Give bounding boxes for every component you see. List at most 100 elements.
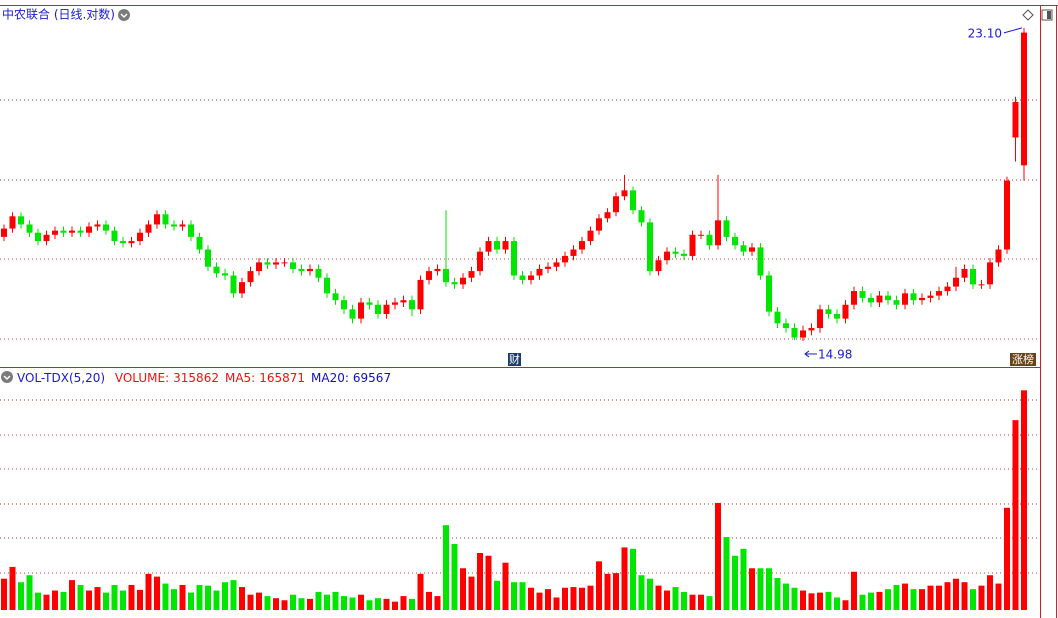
volume-bar bbox=[409, 598, 415, 610]
candle-body bbox=[859, 291, 866, 298]
volume-bar bbox=[1, 578, 7, 610]
candle-body bbox=[205, 249, 211, 267]
volume-bar bbox=[1004, 507, 1010, 610]
candle-body bbox=[120, 241, 126, 244]
candle-body bbox=[443, 268, 449, 283]
volume-bar bbox=[995, 583, 1002, 610]
volume-bar bbox=[392, 601, 398, 610]
volume-bar bbox=[893, 584, 900, 610]
candle-body bbox=[749, 247, 755, 252]
volume-legend: VOL-TDX(5,20) VOLUME: 315862 MA5: 165871 MA2… bbox=[17, 371, 391, 385]
candle-body bbox=[196, 236, 203, 250]
volume-bar bbox=[222, 582, 228, 610]
candle-body bbox=[9, 216, 16, 229]
candle-body bbox=[698, 234, 704, 236]
volume-bar bbox=[43, 594, 50, 610]
volume-bar bbox=[341, 596, 347, 610]
volume-bar bbox=[400, 596, 407, 610]
volume-bar bbox=[145, 573, 152, 610]
readout-value: 69567 bbox=[353, 371, 391, 385]
candle-body bbox=[791, 328, 798, 338]
volume-bar bbox=[358, 594, 364, 610]
volume-bar bbox=[1021, 390, 1027, 610]
diamond-icon[interactable] bbox=[1022, 9, 1034, 21]
candle-body bbox=[995, 249, 1002, 263]
badge-zhangbang[interactable]: 涨榜 bbox=[1010, 352, 1036, 366]
volume-menu[interactable] bbox=[1, 371, 13, 383]
candle-body bbox=[366, 302, 373, 305]
candle-body bbox=[1021, 32, 1027, 166]
candle-body bbox=[502, 241, 509, 250]
candle-body bbox=[587, 230, 594, 242]
volume-bar bbox=[953, 578, 959, 610]
candle-body bbox=[468, 271, 475, 278]
candle-body bbox=[936, 291, 942, 296]
candle-body bbox=[26, 224, 33, 233]
candle-body bbox=[910, 293, 917, 301]
min-arrowhead bbox=[804, 350, 810, 358]
volume-bar bbox=[349, 597, 356, 610]
volume-bar bbox=[256, 592, 262, 610]
candle-body bbox=[315, 268, 322, 278]
badge-text: 涨榜 bbox=[1012, 352, 1034, 366]
candle-body bbox=[273, 262, 279, 265]
candle-body bbox=[800, 330, 806, 338]
candle-body bbox=[324, 277, 330, 294]
candle-body bbox=[596, 218, 602, 231]
volume-bar bbox=[375, 598, 381, 610]
volume-bar bbox=[681, 591, 687, 610]
volume-bar bbox=[426, 591, 432, 610]
volume-bar bbox=[213, 590, 220, 610]
volume-bar bbox=[434, 596, 441, 610]
volume-bar bbox=[247, 594, 254, 610]
volume-bar bbox=[120, 590, 126, 610]
volume-bar bbox=[502, 562, 509, 610]
candle-body bbox=[766, 275, 772, 312]
candle-body bbox=[400, 300, 407, 303]
candle-body bbox=[774, 311, 781, 324]
volume-bar bbox=[698, 594, 704, 610]
volume-bar bbox=[485, 555, 492, 610]
candle-body bbox=[43, 234, 50, 242]
candle-body bbox=[358, 302, 364, 319]
candle-body bbox=[638, 210, 645, 223]
title-menu[interactable] bbox=[118, 9, 130, 21]
candle-body bbox=[740, 245, 747, 252]
candle-body bbox=[613, 196, 619, 213]
candle-body bbox=[426, 271, 432, 280]
volume-bar bbox=[494, 580, 500, 610]
candle-body bbox=[715, 220, 721, 246]
candle-body bbox=[978, 284, 985, 286]
volume-bar bbox=[128, 584, 135, 610]
candle-body bbox=[145, 224, 152, 233]
candle-body bbox=[528, 275, 534, 280]
menu-icon[interactable] bbox=[118, 9, 130, 21]
candle-body bbox=[842, 304, 849, 319]
volume-bar bbox=[264, 596, 271, 610]
volume-bar bbox=[188, 592, 194, 610]
volume-bar bbox=[766, 568, 772, 610]
panel-icon[interactable] bbox=[1041, 9, 1053, 21]
volume-bar bbox=[655, 585, 662, 610]
volume-bar bbox=[825, 591, 832, 610]
volume-bar bbox=[800, 590, 806, 610]
candle-body bbox=[757, 247, 764, 276]
volume-bar bbox=[137, 589, 143, 610]
volume-bar bbox=[672, 587, 679, 610]
volume-bar bbox=[817, 592, 823, 610]
candle-body bbox=[851, 291, 857, 305]
candle-body bbox=[35, 232, 41, 242]
menu-icon[interactable] bbox=[1, 371, 13, 383]
volume-bar bbox=[961, 582, 968, 610]
volume-bar bbox=[451, 543, 458, 610]
volume-bar bbox=[732, 555, 738, 610]
readout-value: 315862 bbox=[173, 371, 219, 385]
volume-bar bbox=[460, 568, 466, 610]
candle-body bbox=[783, 323, 789, 329]
volume-bar bbox=[944, 582, 951, 610]
badge-cai[interactable]: 财 bbox=[508, 352, 521, 366]
candle-body bbox=[179, 224, 186, 227]
volume-bar bbox=[919, 589, 925, 610]
candle-body bbox=[1012, 101, 1019, 138]
volume-bar bbox=[791, 587, 798, 610]
